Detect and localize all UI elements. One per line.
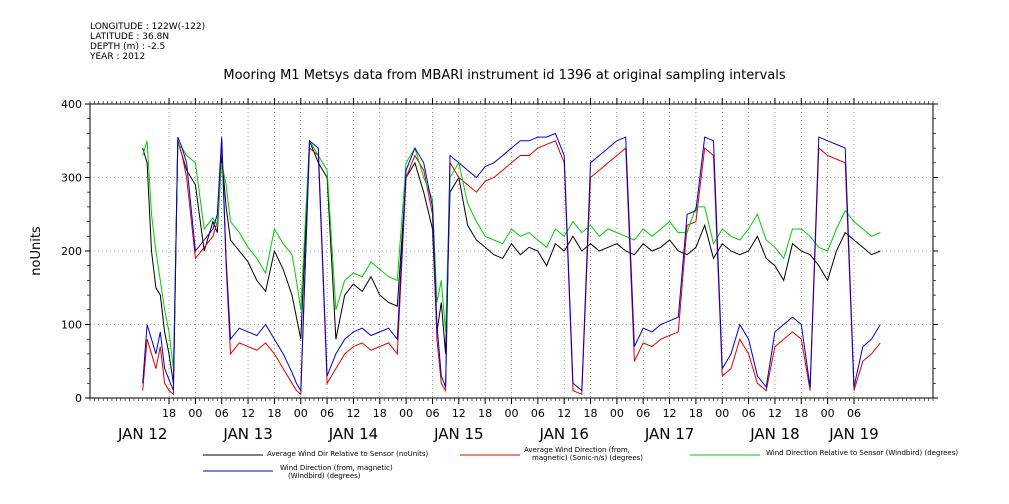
x-tick-label: 18 bbox=[478, 407, 492, 420]
x-day-label: JAN 18 bbox=[749, 425, 800, 443]
x-day-label: JAN 17 bbox=[644, 425, 695, 443]
legend-label-1: Average Wind Dir Relative to Sensor (noU… bbox=[267, 450, 428, 458]
x-tick-label: 18 bbox=[373, 407, 387, 420]
legend-label-2: Average Wind Direction (from, magnetic) (… bbox=[524, 446, 643, 462]
year-label: YEAR : 2012 bbox=[90, 52, 146, 62]
y-tick-label: 0 bbox=[75, 392, 82, 405]
x-tick-label: 00 bbox=[399, 407, 413, 420]
x-tick-label: 12 bbox=[768, 407, 782, 420]
x-day-label: JAN 12 bbox=[117, 425, 168, 443]
x-tick-label: 06 bbox=[425, 407, 439, 420]
x-day-label: JAN 19 bbox=[828, 425, 879, 443]
x-tick-label: 00 bbox=[188, 407, 202, 420]
longitude-label: LONGITUDE : 122W(-122) bbox=[90, 22, 206, 32]
latitude-label: LATITUDE : 36.8N bbox=[90, 32, 170, 42]
x-day-label: JAN 13 bbox=[222, 425, 273, 443]
y-tick-label: 100 bbox=[61, 319, 82, 332]
x-tick-label: 06 bbox=[531, 407, 545, 420]
x-tick-label: 12 bbox=[557, 407, 571, 420]
x-day-label: JAN 16 bbox=[538, 425, 589, 443]
y-axis-label: noUnits bbox=[29, 226, 44, 276]
x-tick-label: 00 bbox=[294, 407, 308, 420]
x-tick-label: 18 bbox=[267, 407, 281, 420]
x-tick-label: 12 bbox=[241, 407, 255, 420]
depth-label: DEPTH (m) : -2.5 bbox=[90, 42, 166, 52]
x-tick-label: 18 bbox=[584, 407, 598, 420]
x-tick-label: 12 bbox=[663, 407, 677, 420]
y-tick-label: 400 bbox=[61, 98, 82, 111]
x-tick-label: 06 bbox=[320, 407, 334, 420]
y-tick-label: 300 bbox=[61, 172, 82, 185]
series-line-4 bbox=[142, 132, 881, 393]
x-day-label: JAN 14 bbox=[328, 425, 379, 443]
x-tick-label: 00 bbox=[715, 407, 729, 420]
x-day-label: JAN 15 bbox=[433, 425, 484, 443]
x-tick-label: 12 bbox=[346, 407, 360, 420]
legend-label-4: Wind Direction (from, magnetic) (Windbird… bbox=[280, 464, 393, 480]
chart-title: Mooring M1 Metsys data from MBARI instru… bbox=[223, 68, 786, 83]
x-tick-label: 18 bbox=[689, 407, 703, 420]
x-tick-label: 18 bbox=[794, 407, 808, 420]
series-line-1 bbox=[142, 140, 881, 384]
y-tick-label: 200 bbox=[61, 245, 82, 258]
x-tick-label: 18 bbox=[162, 407, 176, 420]
series-line-3 bbox=[142, 139, 881, 369]
x-tick-label: 06 bbox=[215, 407, 229, 420]
x-tick-label: 06 bbox=[636, 407, 650, 420]
x-tick-label: 12 bbox=[452, 407, 466, 420]
x-tick-label: 06 bbox=[742, 407, 756, 420]
x-tick-label: 00 bbox=[505, 407, 519, 420]
x-tick-label: 06 bbox=[847, 407, 861, 420]
x-tick-label: 00 bbox=[821, 407, 835, 420]
x-tick-label: 00 bbox=[610, 407, 624, 420]
legend-label-3: Wind Direction Relative to Sensor (Windb… bbox=[766, 449, 958, 457]
metadata-block: LONGITUDE : 122W(-122) LATITUDE : 36.8N … bbox=[90, 22, 205, 62]
